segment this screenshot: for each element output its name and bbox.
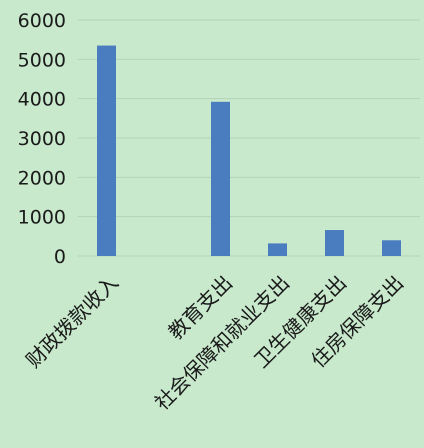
- bar: [97, 45, 116, 256]
- x-tick-label: 财政拨款收入: [21, 271, 123, 373]
- y-tick-label: 2000: [18, 167, 66, 189]
- y-tick-label: 6000: [18, 10, 66, 32]
- bar: [382, 240, 401, 256]
- y-tick-label: 1000: [18, 207, 66, 229]
- y-tick-label: 0: [54, 246, 66, 268]
- y-tick-label: 4000: [18, 89, 66, 111]
- bar: [325, 230, 344, 256]
- y-tick-label: 5000: [18, 49, 66, 71]
- bar: [268, 243, 287, 256]
- y-tick-label: 3000: [18, 128, 66, 150]
- bar: [211, 101, 230, 257]
